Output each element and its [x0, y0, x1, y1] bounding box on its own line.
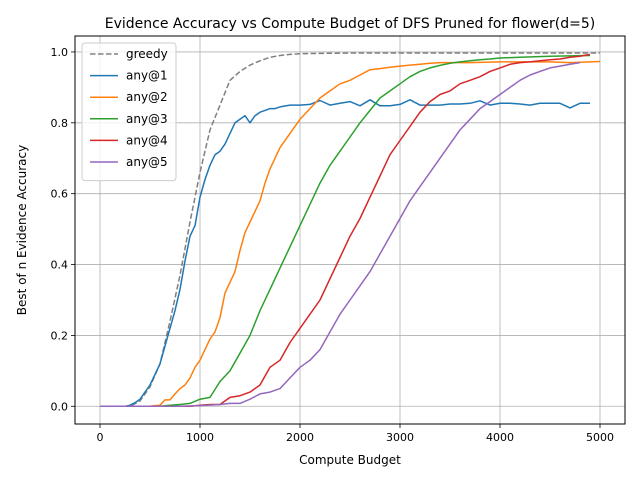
- legend-label-any@3: any@3: [126, 112, 168, 126]
- legend-label-greedy: greedy: [126, 47, 168, 61]
- plot-lines: [100, 52, 601, 408]
- series-line-any@3: [100, 54, 591, 408]
- y-tick-label: 0.2: [51, 329, 69, 342]
- x-tick-label: 0: [97, 431, 104, 444]
- legend-label-any@2: any@2: [126, 90, 168, 104]
- y-tick-label: 0.0: [51, 400, 69, 413]
- y-tick-label: 1.0: [51, 46, 69, 59]
- y-tick-label: 0.6: [51, 188, 69, 201]
- legend-label-any@1: any@1: [126, 69, 168, 83]
- series-line-any@4: [100, 53, 591, 408]
- x-tick-label: 2000: [286, 431, 314, 444]
- x-tick-label: 5000: [586, 431, 614, 444]
- y-tick-label: 0.4: [51, 259, 69, 272]
- y-tick-label: 0.8: [51, 117, 69, 130]
- series-line-any@5: [100, 61, 581, 408]
- x-tick-label: 1000: [186, 431, 214, 444]
- legend-label-any@5: any@5: [126, 155, 168, 169]
- axes-frame: [74, 35, 626, 425]
- series-line-any@2: [100, 60, 601, 408]
- series-line-any@1: [100, 99, 590, 408]
- y-axis-label: Best of n Evidence Accuracy: [15, 145, 29, 315]
- legend-box: [81, 42, 177, 182]
- legend: greedy any@1 any@2 any@3 any@4 any@5: [81, 42, 177, 182]
- x-tick-label: 3000: [386, 431, 414, 444]
- x-axis-label: Compute Budget: [299, 453, 401, 467]
- chart-title: Evidence Accuracy vs Compute Budget of D…: [105, 16, 596, 32]
- legend-label-any@4: any@4: [126, 133, 168, 147]
- ticks: 0 1000 2000 3000 4000 5000 0.0 0.2 0.4 0.6 0.8 1.0: [51, 46, 615, 444]
- x-tick-label: 4000: [486, 431, 514, 444]
